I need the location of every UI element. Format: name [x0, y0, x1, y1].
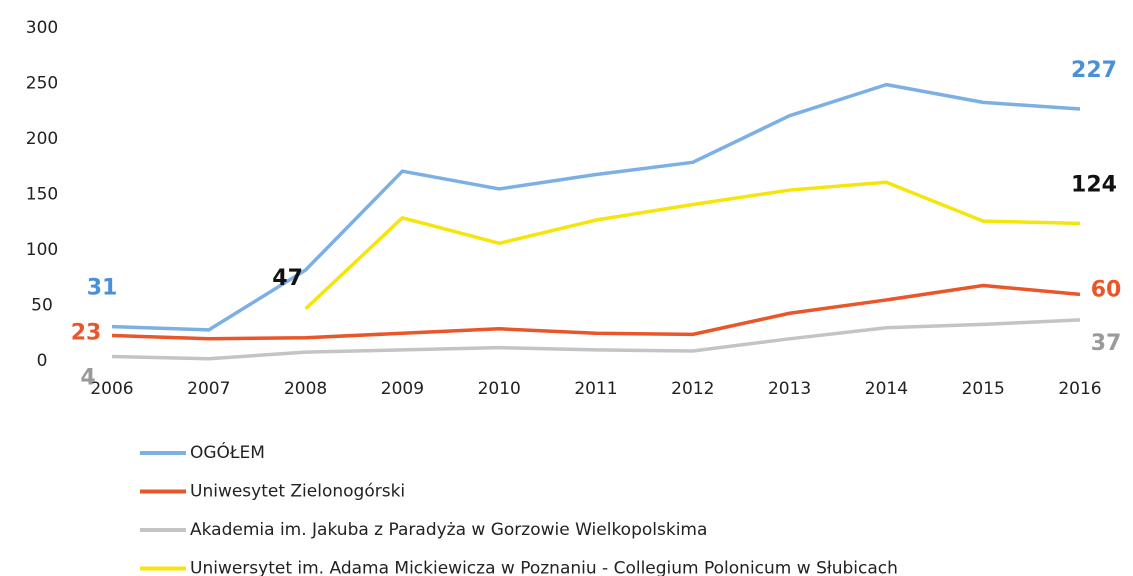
x-tick-label: 2014 — [865, 379, 908, 399]
series-line — [304, 180, 1081, 311]
x-tick-label: 2008 — [284, 379, 327, 399]
x-tick-label: 2009 — [381, 379, 424, 399]
data-label: 31 — [87, 276, 118, 301]
x-tick-label: 2010 — [478, 379, 521, 399]
y-tick-label: 200 — [26, 129, 58, 149]
series-line — [111, 82, 1081, 332]
y-tick-label: 50 — [31, 296, 53, 316]
x-tick-label: 2007 — [187, 379, 230, 399]
legend-label: Akademia im. Jakuba z Paradyża w Gorzowi… — [190, 520, 707, 540]
y-tick-label: 300 — [26, 18, 58, 38]
legend-label: Uniwersytet im. Adama Mickiewicza w Pozn… — [190, 559, 898, 576]
y-tick-label: 250 — [26, 74, 58, 94]
y-tick-label: 150 — [26, 185, 58, 205]
data-label: 124 — [1071, 172, 1117, 197]
series-line — [111, 318, 1081, 361]
y-tick-label: 100 — [26, 240, 58, 260]
legend-label: Uniwesytet Zielonogórski — [190, 482, 405, 502]
x-tick-label: 2015 — [962, 379, 1005, 399]
x-tick-label: 2011 — [574, 379, 617, 399]
data-label: 4 — [80, 366, 95, 391]
x-tick-label: 2013 — [768, 379, 811, 399]
series-line — [111, 283, 1081, 341]
data-label: 37 — [1091, 331, 1122, 356]
x-tick-label: 2012 — [671, 379, 714, 399]
y-tick-label: 0 — [37, 351, 48, 371]
data-label: 227 — [1071, 58, 1117, 83]
x-tick-label: 2006 — [90, 379, 133, 399]
x-tick-label: 2016 — [1058, 379, 1101, 399]
data-label: 23 — [71, 320, 102, 345]
data-label: 47 — [272, 266, 303, 291]
legend-label: OGÓŁEM — [190, 441, 265, 463]
data-label: 60 — [1091, 277, 1122, 302]
